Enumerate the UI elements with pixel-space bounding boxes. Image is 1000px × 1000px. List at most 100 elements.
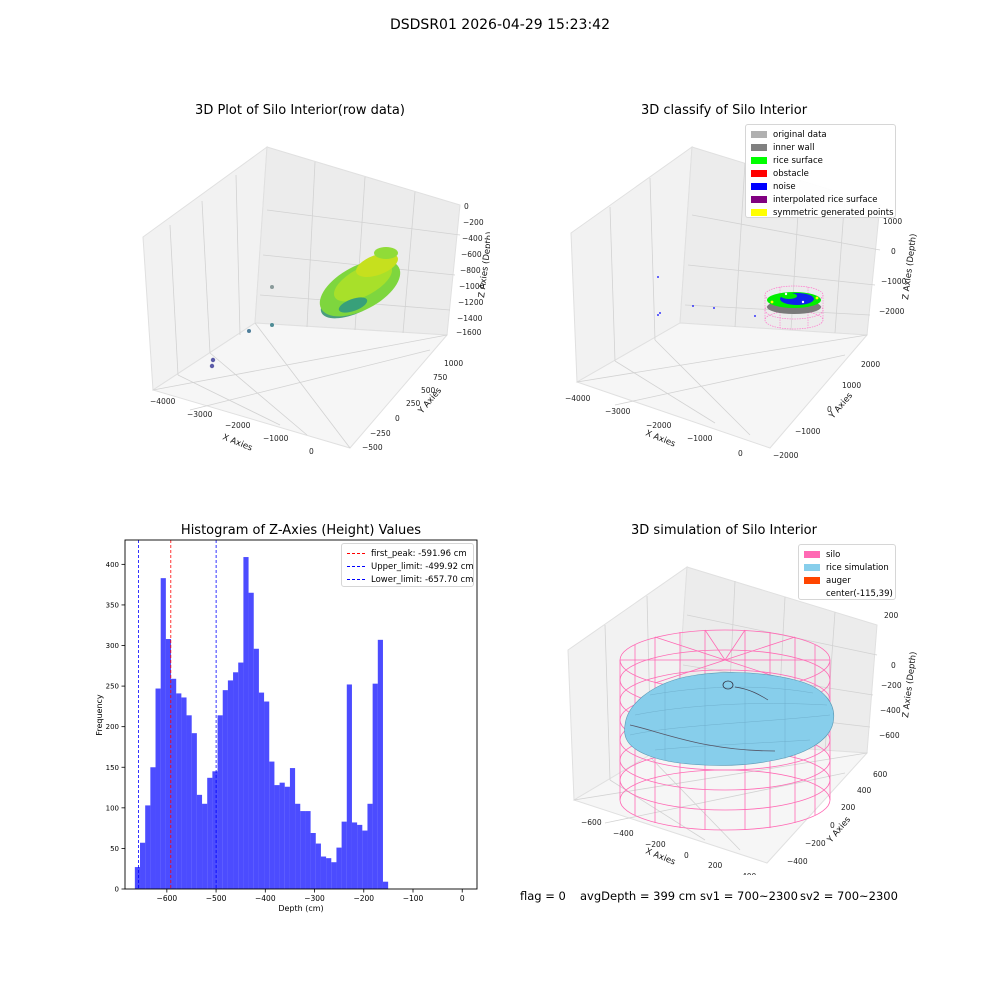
histogram-y-tick-label: 150 <box>106 764 119 772</box>
classify-plot-title: 3D classify of Silo Interior <box>640 103 808 118</box>
histogram-y-tick-label: 200 <box>106 723 119 731</box>
simulation-x-axis-label: X Axies <box>644 847 677 868</box>
raw-3d-plot[interactable]: 0 −200 −400 −600 −800 −1000 −1200 −1400 … <box>130 135 490 465</box>
simulation-z-tick: −400 <box>880 706 901 715</box>
histogram-bar <box>264 701 270 889</box>
legend-label: first_peak: -591.96 cm <box>371 548 467 559</box>
classify-silo-cluster <box>764 285 824 330</box>
simulation-y-axis-label: Y Axies <box>825 815 853 846</box>
simulation-x-tick: −200 <box>645 840 666 849</box>
legend-entry: interpolated rice surface <box>751 193 890 206</box>
simulation-x-tick: 200 <box>708 861 723 870</box>
classify-z-tick: 0 <box>891 247 896 256</box>
legend-entry: noise <box>751 180 890 193</box>
legend-label: inner wall <box>773 142 815 153</box>
histogram-bar <box>362 830 368 889</box>
classify-y-tick: 1000 <box>842 381 861 390</box>
histogram-y-tick-label: 100 <box>106 804 119 812</box>
legend-swatch <box>751 144 767 151</box>
legend-swatch <box>347 579 365 580</box>
legend-label: auger <box>826 575 851 586</box>
figure-title: DSDSR01 2026-04-29 15:23:42 <box>389 17 610 33</box>
histogram-bar <box>331 862 337 889</box>
histogram-bar <box>196 794 203 889</box>
status-avg-depth: avgDepth = 399 cm <box>580 889 697 903</box>
legend-entry: original data <box>751 128 890 141</box>
raw-y-tick: −500 <box>362 443 383 452</box>
histogram-bar <box>212 771 218 889</box>
histogram-bar <box>191 733 197 889</box>
histogram-x-axis-label: Depth (cm) <box>278 904 323 913</box>
legend-label: original data <box>773 129 827 140</box>
histogram-bar <box>233 672 239 889</box>
histogram-y-tick-label: 400 <box>106 561 119 569</box>
simulation-y-tick: −400 <box>787 857 808 866</box>
status-flag: flag = 0 <box>520 889 566 903</box>
histogram-bar <box>367 803 373 889</box>
legend-entry: Lower_limit: -657.70 cm <box>347 573 473 586</box>
histogram-legend: first_peak: -591.96 cm Upper_limit: -499.… <box>341 543 474 587</box>
histogram-bar <box>351 822 358 889</box>
histogram-title: Histogram of Z-Axies (Height) Values <box>180 523 422 538</box>
histogram-bar <box>341 821 347 889</box>
raw-x-axis-label: X Axies <box>221 433 254 454</box>
raw-y-tick: 250 <box>406 399 421 408</box>
simulation-x-tick: 0 <box>684 851 689 860</box>
simulation-x-tick: −600 <box>581 818 602 827</box>
histogram-x-tick-label: −100 <box>403 894 424 903</box>
histogram-bar <box>150 767 156 889</box>
histogram-bar <box>377 639 383 889</box>
histogram-y-tick-label: 300 <box>106 642 119 650</box>
histogram-bars <box>134 557 389 889</box>
legend-swatch <box>804 577 820 584</box>
status-sv1: sv1 = 700~2300 <box>700 889 798 903</box>
histogram-frame <box>124 539 478 890</box>
raw-z-tick: −1600 <box>456 328 482 337</box>
raw-z-tick: −600 <box>461 250 482 259</box>
classify-x-tick: −2000 <box>646 421 672 430</box>
histogram-y-axis-label: Frequency <box>95 694 104 736</box>
legend-entry: inner wall <box>751 141 890 154</box>
simulation-3d-plot[interactable]: 200 0 −200 −400 −600 Z Axies (Depth) 600… <box>555 555 920 875</box>
simulation-z-tick: 200 <box>884 611 899 620</box>
simulation-rice-mesh <box>629 671 831 766</box>
legend-swatch <box>751 170 767 177</box>
legend-label: rice simulation <box>826 562 889 573</box>
histogram-bar <box>372 683 378 889</box>
histogram-bar <box>315 843 321 889</box>
raw-z-tick: −200 <box>463 218 484 227</box>
simulation-z-axis-label: Z Axies (Depth) <box>901 651 919 718</box>
simulation-x-tick: 400 <box>742 872 757 875</box>
legend-swatch <box>804 551 820 558</box>
simulation-y-tick: −200 <box>805 839 826 848</box>
histogram-bar <box>269 761 275 889</box>
legend-swatch <box>804 590 820 597</box>
simulation-z-tick: 0 <box>891 661 896 670</box>
legend-entry: obstacle <box>751 167 890 180</box>
histogram-bar <box>300 811 306 889</box>
legend-swatch <box>804 564 820 571</box>
simulation-rice-surface <box>624 672 835 766</box>
classify-x-tick: −4000 <box>565 394 591 403</box>
histogram-bar <box>326 858 332 889</box>
legend-swatch <box>751 209 767 216</box>
raw-y-tick: 500 <box>421 386 436 395</box>
simulation-y-tick: 600 <box>873 770 888 779</box>
histogram-bar <box>248 592 254 889</box>
histogram-y-tick-label: 0 <box>115 886 119 894</box>
legend-swatch <box>751 131 767 138</box>
histogram-bar <box>320 856 327 889</box>
classify-y-tick: −2000 <box>773 451 799 460</box>
histogram-chart[interactable]: −600 −500 −400 −300 −200 −100 0 0 50 100 150 200 25… <box>85 535 485 920</box>
histogram-bar <box>207 777 213 889</box>
legend-label: center(-115,39) <box>826 588 893 599</box>
histogram-bar <box>227 680 234 889</box>
histogram-bar <box>155 688 161 889</box>
histogram-bar <box>202 803 208 889</box>
classify-z-tick: −1000 <box>881 277 907 286</box>
simulation-y-tick: 400 <box>857 786 872 795</box>
classify-z-tick: 1000 <box>883 217 902 226</box>
status-sv2: sv2 = 700~2300 <box>800 889 898 903</box>
raw-z-tick: −400 <box>462 234 483 243</box>
simulation-plot-title: 3D simulation of Silo Interior <box>631 523 817 538</box>
